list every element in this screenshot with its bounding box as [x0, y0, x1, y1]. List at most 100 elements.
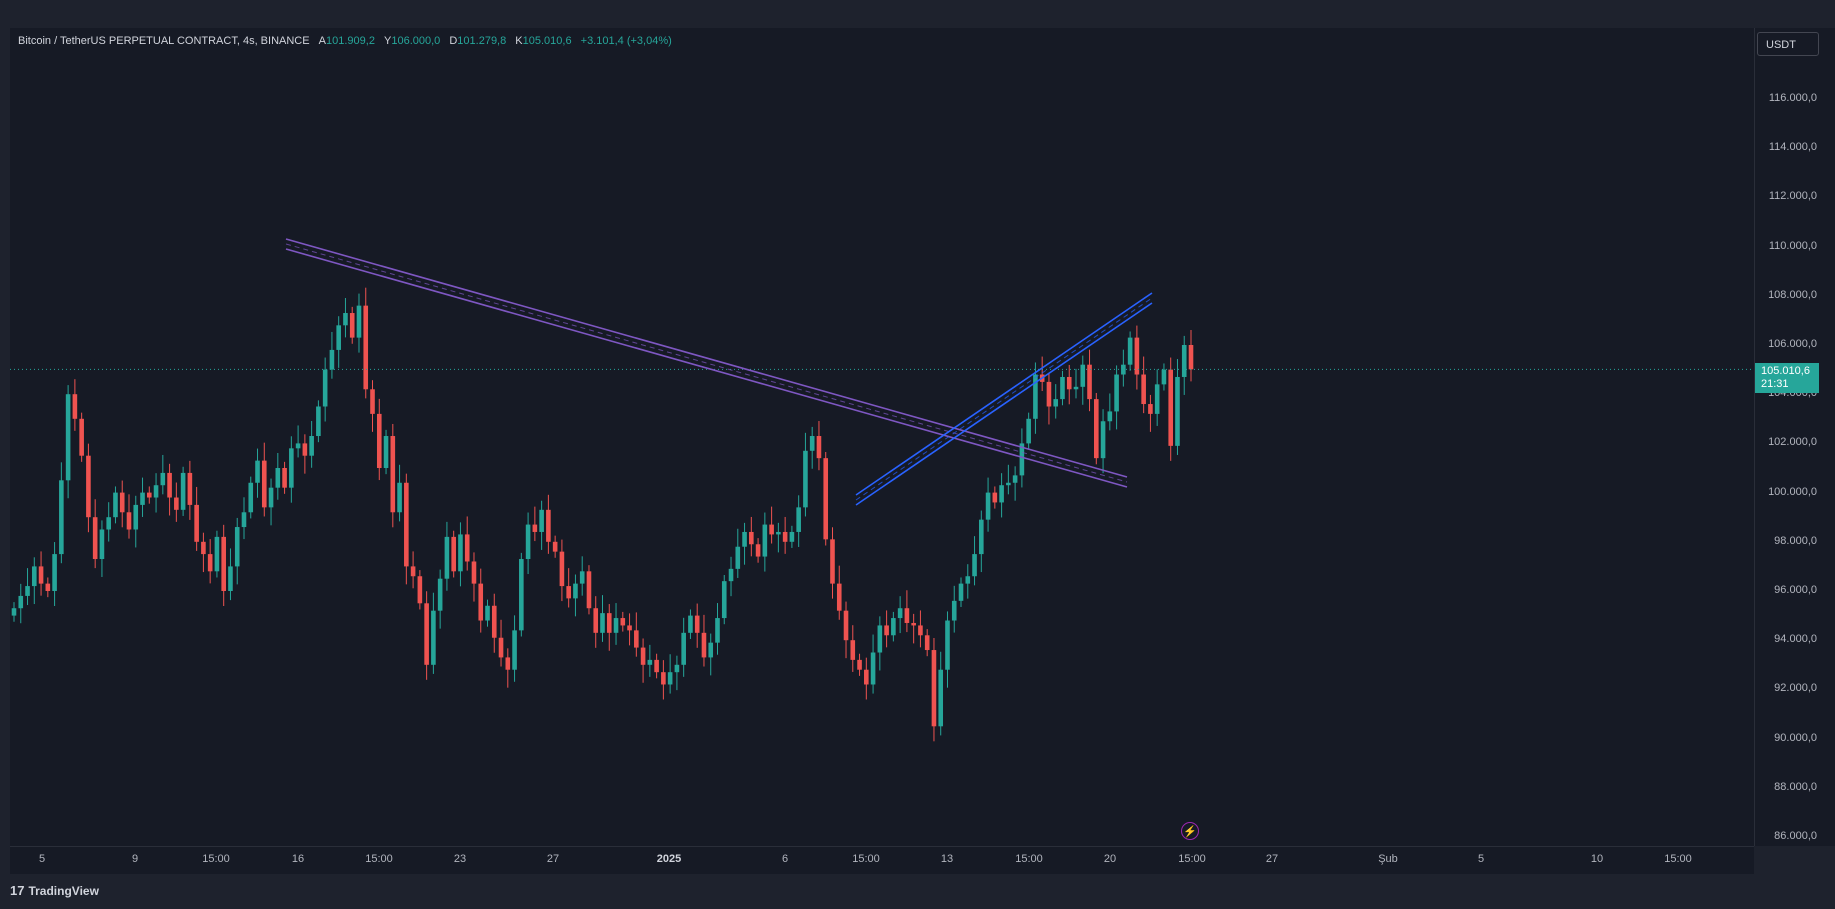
candle-body [268, 487, 274, 508]
candle-body [167, 472, 172, 498]
price-tick-label: 112.000,0 [1768, 190, 1817, 203]
candle-body [309, 436, 314, 456]
candle-body [133, 504, 139, 530]
candle-body [1033, 374, 1038, 419]
candle-body [390, 436, 396, 513]
candle-body [1019, 443, 1025, 476]
candle-body [349, 313, 355, 338]
last-price-value: 105.010,6 [1761, 365, 1810, 377]
candle-body [363, 305, 369, 390]
candle-body [1093, 399, 1099, 459]
candle-body [126, 512, 132, 530]
candle-body [945, 620, 950, 670]
candle-body [586, 571, 592, 609]
candle-body [336, 325, 341, 350]
candle-body [850, 640, 856, 660]
candle-body [573, 583, 578, 599]
candle-body [59, 480, 64, 555]
candle-body [654, 659, 659, 673]
price-tick-label: 110.000,0 [1768, 239, 1817, 252]
candle-body [1121, 364, 1126, 375]
price-tick-label: 108.000,0 [1768, 288, 1817, 301]
candle-body [525, 524, 531, 560]
candle-body [302, 443, 308, 456]
candle-body [681, 632, 686, 665]
candle-body [911, 622, 916, 626]
candle-body [965, 576, 971, 584]
candle-body [214, 536, 220, 572]
candle-body [437, 578, 443, 611]
candle-body [762, 524, 768, 557]
candle-body [295, 443, 301, 449]
currency-button[interactable]: USDT [1757, 32, 1819, 56]
candle-body [38, 566, 44, 584]
candle-body [938, 669, 944, 727]
candle-body [160, 472, 166, 486]
candle-body [634, 630, 639, 648]
candle-body [667, 672, 673, 685]
candle-body [322, 369, 328, 407]
tradingview-logo[interactable]: 17 TradingView [10, 883, 99, 898]
candle-body [376, 413, 382, 468]
candle-body [1026, 418, 1031, 444]
candle-body [65, 394, 71, 481]
candle-body [857, 659, 862, 670]
descending-channel-lower [285, 248, 1128, 488]
time-tick-label: 16 [291, 853, 305, 865]
candle-body [140, 492, 145, 505]
close-key: K [515, 35, 523, 47]
candle-body [153, 485, 159, 498]
tradingview-mark-icon: 17 [10, 883, 25, 898]
candle-body [830, 539, 835, 584]
candle-body [99, 529, 105, 560]
candle-body [316, 406, 321, 437]
candle-body [904, 608, 910, 623]
candle-body [877, 625, 883, 653]
time-tick-label: 15:00 [365, 853, 393, 865]
candle-body [1168, 369, 1174, 446]
candle-body [228, 566, 233, 591]
price-tick-label: 90.000,0 [1774, 731, 1817, 744]
candle-body [566, 586, 571, 599]
descending-channel-upper [285, 238, 1128, 478]
time-tick-label: 10 [1590, 853, 1604, 865]
candle-body [512, 630, 517, 670]
candle-body [1134, 337, 1140, 375]
candle-body [356, 305, 362, 338]
time-tick-label: 15:00 [852, 853, 880, 865]
candle-body [661, 672, 666, 685]
candle-body [31, 566, 37, 587]
candle-body [1073, 386, 1079, 390]
lightning-icon[interactable]: ⚡ [1181, 822, 1199, 840]
candle-body [539, 509, 544, 532]
candle-body [742, 531, 747, 547]
candle-body [870, 652, 876, 685]
price-tick-label: 86.000,0 [1774, 830, 1817, 842]
candle-body [776, 531, 781, 535]
candle-body [735, 546, 741, 569]
candle-body [613, 618, 619, 633]
candle-body [640, 647, 646, 665]
candle-body [958, 583, 964, 601]
candle-body [823, 458, 829, 540]
candle-body [769, 524, 774, 535]
candle-body [755, 544, 761, 557]
close-value: 105.010,6 [522, 35, 572, 47]
price-axis[interactable] [1754, 28, 1835, 846]
candle-body [1100, 421, 1106, 459]
candle-body [1154, 384, 1160, 414]
candle-body [979, 519, 984, 555]
candle-body [289, 448, 294, 488]
candle-body [789, 531, 795, 542]
candle-body [728, 568, 734, 582]
tradingview-brand: TradingView [28, 883, 99, 898]
symbol-title[interactable]: Bitcoin / TetherUS PERPETUAL CONTRACT, 4… [18, 35, 310, 47]
chart-pane[interactable] [10, 28, 1754, 846]
candle-body [424, 603, 429, 665]
candle-body [11, 608, 17, 616]
time-axis[interactable] [10, 846, 1754, 875]
candle-body [1107, 411, 1113, 422]
time-tick-label: 2025 [656, 853, 682, 865]
candle-body [261, 460, 267, 508]
